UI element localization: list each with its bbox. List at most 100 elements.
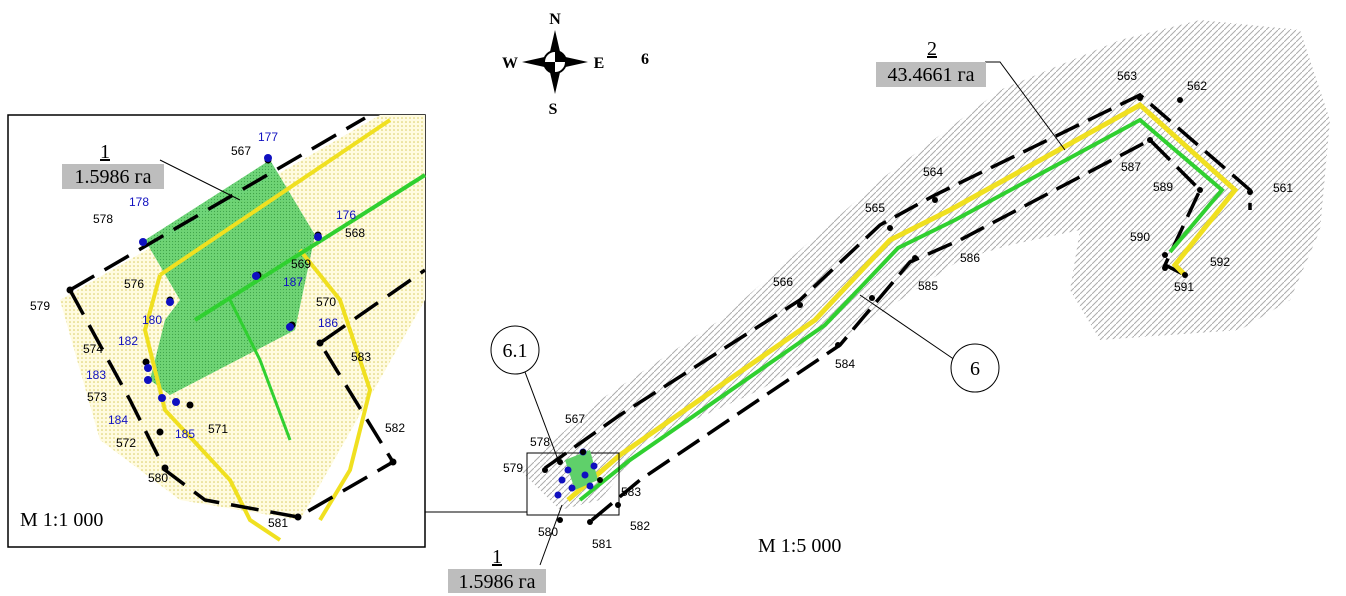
point-label: 590	[1130, 230, 1150, 244]
blue-point	[172, 398, 180, 406]
blue-points	[554, 448, 598, 499]
blue-point-label: 176	[336, 208, 356, 222]
survey-point	[389, 458, 397, 466]
parcel-fill	[565, 450, 598, 490]
blue-point	[144, 376, 152, 384]
blue-point-label: 185	[175, 427, 195, 441]
survey-point	[597, 477, 603, 483]
compass	[522, 30, 588, 94]
blue-point	[166, 298, 174, 306]
area-bg	[62, 164, 164, 189]
survey-point	[1162, 252, 1168, 258]
point-label: 563	[1117, 69, 1137, 83]
sheet-number: 6	[641, 51, 649, 68]
point-label: 561	[1273, 181, 1293, 195]
survey-point	[869, 295, 875, 301]
callout-circle	[490, 325, 540, 375]
survey-point	[887, 225, 893, 231]
leader	[985, 61, 1066, 151]
survey-point	[557, 459, 563, 465]
parcel-number: 1	[100, 141, 110, 163]
detail-frame	[526, 452, 620, 516]
blue-point	[144, 364, 152, 372]
survey-point	[1182, 272, 1188, 278]
point-label: 578	[93, 212, 113, 226]
compass-west: W	[502, 55, 518, 72]
survey-point	[1197, 187, 1203, 193]
blue-point-label: 186	[318, 316, 338, 330]
blue-point	[286, 323, 294, 331]
green-line	[578, 117, 1225, 502]
blue-point-label: 183	[86, 368, 106, 382]
point-label: 589	[1153, 180, 1173, 194]
blue-point-label: 178	[129, 195, 149, 209]
leader	[159, 159, 241, 201]
point-label: 582	[630, 519, 650, 533]
point-label: 567	[565, 412, 585, 426]
blue-point-label: 187	[283, 275, 303, 289]
forest-area	[520, 20, 1330, 510]
point-label: 583	[621, 485, 641, 499]
survey-point	[797, 302, 803, 308]
road	[566, 101, 1239, 502]
point-label: 579	[30, 299, 50, 313]
compass-south: S	[549, 101, 558, 118]
blue-point-label: 180	[142, 313, 162, 327]
blue-point	[264, 154, 272, 162]
survey-point	[557, 517, 563, 523]
point-label: 578	[530, 435, 550, 449]
point-label: 580	[148, 471, 168, 485]
point-label: 572	[116, 436, 136, 450]
blue-point-label: 184	[108, 413, 128, 427]
point-label: 591	[1174, 280, 1194, 294]
point-label: 573	[87, 390, 107, 404]
scale: M 1:5 000	[758, 535, 841, 557]
survey-point	[1162, 265, 1168, 271]
leader	[859, 294, 956, 361]
parcel-area: 1.5986 га	[458, 571, 535, 593]
callout-label: 6	[970, 358, 980, 380]
point-label: 565	[865, 201, 885, 215]
survey-point	[615, 502, 621, 508]
scale: M 1:1 000	[20, 509, 103, 531]
blue-point-label: 182	[118, 334, 138, 348]
blue-point	[314, 233, 322, 241]
boundary	[590, 137, 1203, 522]
callout-label: 6.1	[503, 340, 528, 362]
parcel-number: 1	[492, 546, 502, 568]
survey-point	[161, 464, 169, 472]
survey-point	[542, 467, 548, 473]
parcel-area: 1.5986 га	[74, 166, 151, 188]
inset	[7, 114, 427, 548]
point-label: 562	[1187, 79, 1207, 93]
point-label: 580	[538, 525, 558, 539]
leader	[539, 504, 563, 566]
point-label: 566	[773, 275, 793, 289]
point-label: 574	[83, 342, 103, 356]
point-label: 582	[385, 421, 405, 435]
point-label: 579	[503, 461, 523, 475]
point-label: 581	[592, 537, 612, 551]
survey-point	[186, 401, 194, 409]
point-label: 584	[835, 357, 855, 371]
survey-point	[1147, 137, 1153, 143]
survey-point	[1177, 97, 1183, 103]
parcel-number: 2	[927, 38, 937, 60]
area-bg	[448, 569, 546, 593]
survey-point	[580, 449, 586, 455]
survey-point	[294, 513, 302, 521]
survey-point	[912, 255, 918, 261]
survey-point	[156, 428, 164, 436]
survey-point	[142, 358, 150, 366]
survey-point	[1137, 95, 1143, 101]
point-label: 576	[124, 277, 144, 291]
point-label: 586	[960, 251, 980, 265]
area-bg	[876, 62, 986, 87]
survey-point	[1247, 189, 1253, 195]
callout-circle	[950, 343, 1000, 393]
compass-north: N	[549, 11, 561, 28]
leader	[524, 371, 561, 466]
point-label: 587	[1121, 160, 1141, 174]
parcel-area: 43.4661 га	[887, 64, 974, 86]
